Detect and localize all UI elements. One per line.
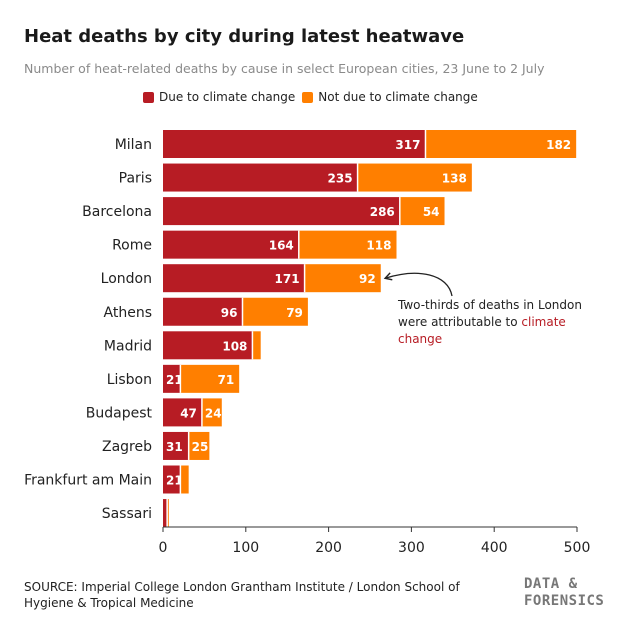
legend-swatch-not-climate [302, 91, 314, 103]
bar-madrid-not-climate [252, 331, 261, 360]
annotation-london: Two-thirds of deaths in London were attr… [398, 297, 588, 348]
x-tick-label-0: 0 [159, 540, 168, 556]
x-tick-label-100: 100 [232, 540, 259, 556]
bar-rome-not-climate [298, 230, 397, 259]
bar-budapest-not-climate [201, 398, 222, 427]
bar-separator-zagreb [187, 431, 190, 460]
legend-item-climate: Due to climate change [143, 90, 295, 104]
bar-rome-climate [163, 230, 299, 259]
category-label-paris: Paris [119, 171, 152, 187]
bar-zagreb-not-climate [188, 431, 210, 460]
bar-lisbon-climate [163, 364, 181, 393]
bar-frankfurt-am-main-climate [163, 465, 181, 494]
bar-paris-not-climate [357, 163, 472, 192]
bar-separator-rome [298, 230, 300, 259]
x-tick-label-300: 300 [398, 540, 425, 556]
category-label-barcelona: Barcelona [82, 204, 152, 220]
brand-line-1: DATA & [524, 576, 578, 592]
legend: Due to climate change Not due to climate… [143, 90, 485, 104]
annotation-highlight: climate change [398, 315, 566, 346]
bar-separator-milan [424, 130, 427, 158]
bar-athens-not-climate [242, 297, 308, 326]
bar-paris-climate [163, 163, 358, 192]
data-label-rome-not-climate: 118 [366, 239, 391, 253]
bar-london-not-climate [304, 264, 381, 293]
category-label-athens: Athens [104, 305, 152, 321]
bar-separator-madrid [251, 331, 254, 360]
legend-item-not-climate: Not due to climate change [302, 90, 478, 104]
bar-budapest-climate [163, 398, 202, 427]
bar-barcelona-climate [163, 197, 400, 226]
bar-separator-barcelona [399, 197, 401, 226]
data-label-barcelona-not-climate: 54 [423, 205, 440, 219]
bar-separator-athens [241, 297, 244, 326]
data-label-milan-not-climate: 182 [546, 138, 571, 152]
data-label-london-not-climate: 92 [359, 272, 376, 286]
bar-zagreb-climate [163, 431, 189, 460]
bar-sassari-not-climate [167, 499, 169, 528]
brand-line-2: FORENSICS [524, 593, 605, 609]
bar-separator-frankfurt-am-main [179, 465, 182, 494]
bar-separator-london [303, 264, 306, 293]
chart-title: Heat deaths by city during latest heatwa… [24, 26, 465, 47]
data-label-london-climate: 171 [275, 272, 300, 286]
data-label-milan-climate: 317 [395, 138, 420, 152]
bar-london-climate [163, 264, 305, 293]
category-label-frankfurt-am-main: Frankfurt am Main [24, 473, 152, 489]
x-tick-label-200: 200 [315, 540, 342, 556]
category-label-zagreb: Zagreb [102, 439, 152, 455]
bar-separator-paris [356, 163, 359, 192]
bar-milan-not-climate [425, 130, 577, 158]
category-label-milan: Milan [115, 137, 152, 153]
bar-madrid-climate [163, 331, 253, 360]
data-label-madrid-climate: 108 [222, 339, 247, 353]
data-label-athens-not-climate: 79 [286, 306, 303, 320]
category-label-rome: Rome [112, 238, 152, 254]
data-label-athens-climate: 96 [221, 306, 238, 320]
category-label-budapest: Budapest [86, 405, 153, 421]
chart-subtitle: Number of heat-related deaths by cause i… [24, 61, 545, 76]
x-tick-label-500: 500 [564, 540, 591, 556]
data-label-barcelona-climate: 286 [370, 205, 395, 219]
data-label-zagreb-climate: 31 [166, 440, 183, 454]
data-label-paris-climate: 235 [328, 172, 353, 186]
data-label-paris-not-climate: 138 [442, 172, 467, 186]
data-label-lisbon-climate: 21 [166, 373, 183, 387]
bars-group: Milan 317 182 Paris 235 138 Barcelona 286 54 Rome… [24, 130, 577, 528]
bar-frankfurt-am-main-not-climate [180, 465, 189, 494]
legend-label-climate: Due to climate change [159, 90, 296, 104]
annotation-arrow [383, 272, 453, 297]
category-label-madrid: Madrid [104, 338, 152, 354]
bar-separator-sassari [166, 499, 168, 528]
data-label-budapest-climate: 47 [180, 406, 197, 420]
legend-swatch-climate [143, 91, 154, 103]
bar-barcelona-not-climate [399, 197, 445, 226]
data-label-lisbon-not-climate: 71 [217, 373, 234, 387]
bar-milan-climate [163, 130, 426, 158]
annotation-text: Two-thirds of deaths in London were attr… [398, 298, 582, 329]
category-label-sassari: Sassari [102, 506, 152, 522]
legend-label-not-climate: Not due to climate change [318, 90, 478, 104]
bar-lisbon-not-climate [180, 364, 240, 393]
category-label-london: London [101, 271, 152, 287]
data-label-frankfurt-am-main-climate: 21 [166, 474, 183, 488]
x-tick-label-400: 400 [481, 540, 508, 556]
x-axis: 0 100 200 300 400 500 [159, 526, 591, 556]
source-note: SOURCE: Imperial College London Grantham… [24, 580, 460, 610]
data-label-budapest-not-climate: 24 [205, 406, 222, 420]
bar-separator-budapest [201, 398, 203, 427]
data-label-zagreb-not-climate: 25 [192, 440, 209, 454]
bar-separator-lisbon [179, 364, 182, 393]
category-label-lisbon: Lisbon [107, 372, 152, 388]
brand-logo: DATA & FORENSICS [524, 576, 604, 610]
bar-sassari-climate [163, 499, 168, 528]
bar-athens-climate [163, 297, 243, 326]
data-label-rome-climate: 164 [269, 239, 294, 253]
